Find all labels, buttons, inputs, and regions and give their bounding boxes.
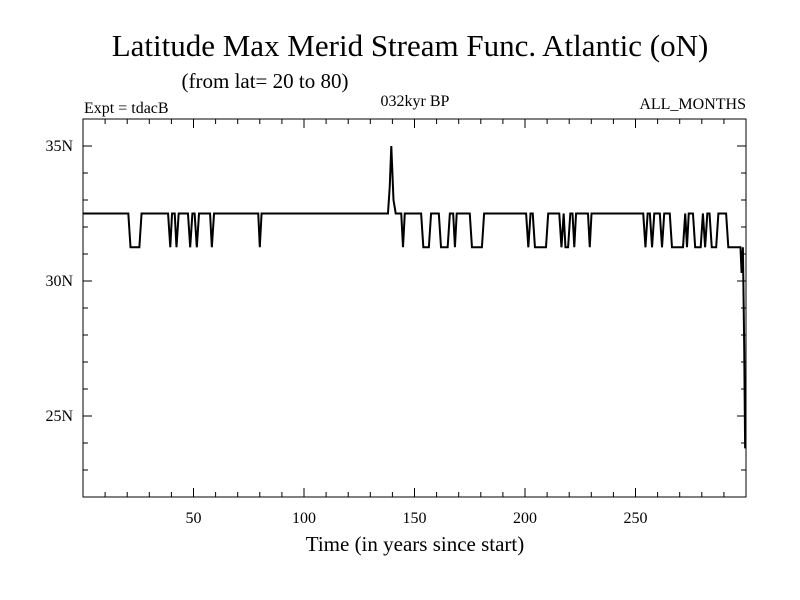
series-line-0 xyxy=(83,145,747,449)
x-tick-label: 200 xyxy=(513,510,537,527)
chart-subtitle: (from lat= 20 to 80) xyxy=(182,69,349,93)
x-tick-label: 250 xyxy=(624,510,648,527)
period-label: 032kyr BP xyxy=(381,93,450,110)
chart-title: Latitude Max Merid Stream Func. Atlantic… xyxy=(112,28,709,63)
series-group xyxy=(83,145,747,449)
x-axis: 50 100 150 200 250 xyxy=(104,119,725,527)
y-tick-label: 30N xyxy=(45,273,73,290)
plot-frame xyxy=(82,118,747,498)
x-tick-label: 100 xyxy=(292,510,316,527)
y-tick-label: 35N xyxy=(45,138,73,155)
y-axis: 25N 30N 35N xyxy=(45,118,746,498)
plot-area: 50 100 150 200 250 25N 30N 35N xyxy=(45,118,747,527)
x-tick-label: 50 xyxy=(186,510,202,527)
months-label: ALL_MONTHS xyxy=(639,96,746,113)
x-axis-label: Time (in years since start) xyxy=(306,532,525,556)
x-tick-label: 150 xyxy=(403,510,427,527)
y-tick-label: 25N xyxy=(45,408,73,425)
experiment-label: Expt = tdacB xyxy=(84,100,169,117)
